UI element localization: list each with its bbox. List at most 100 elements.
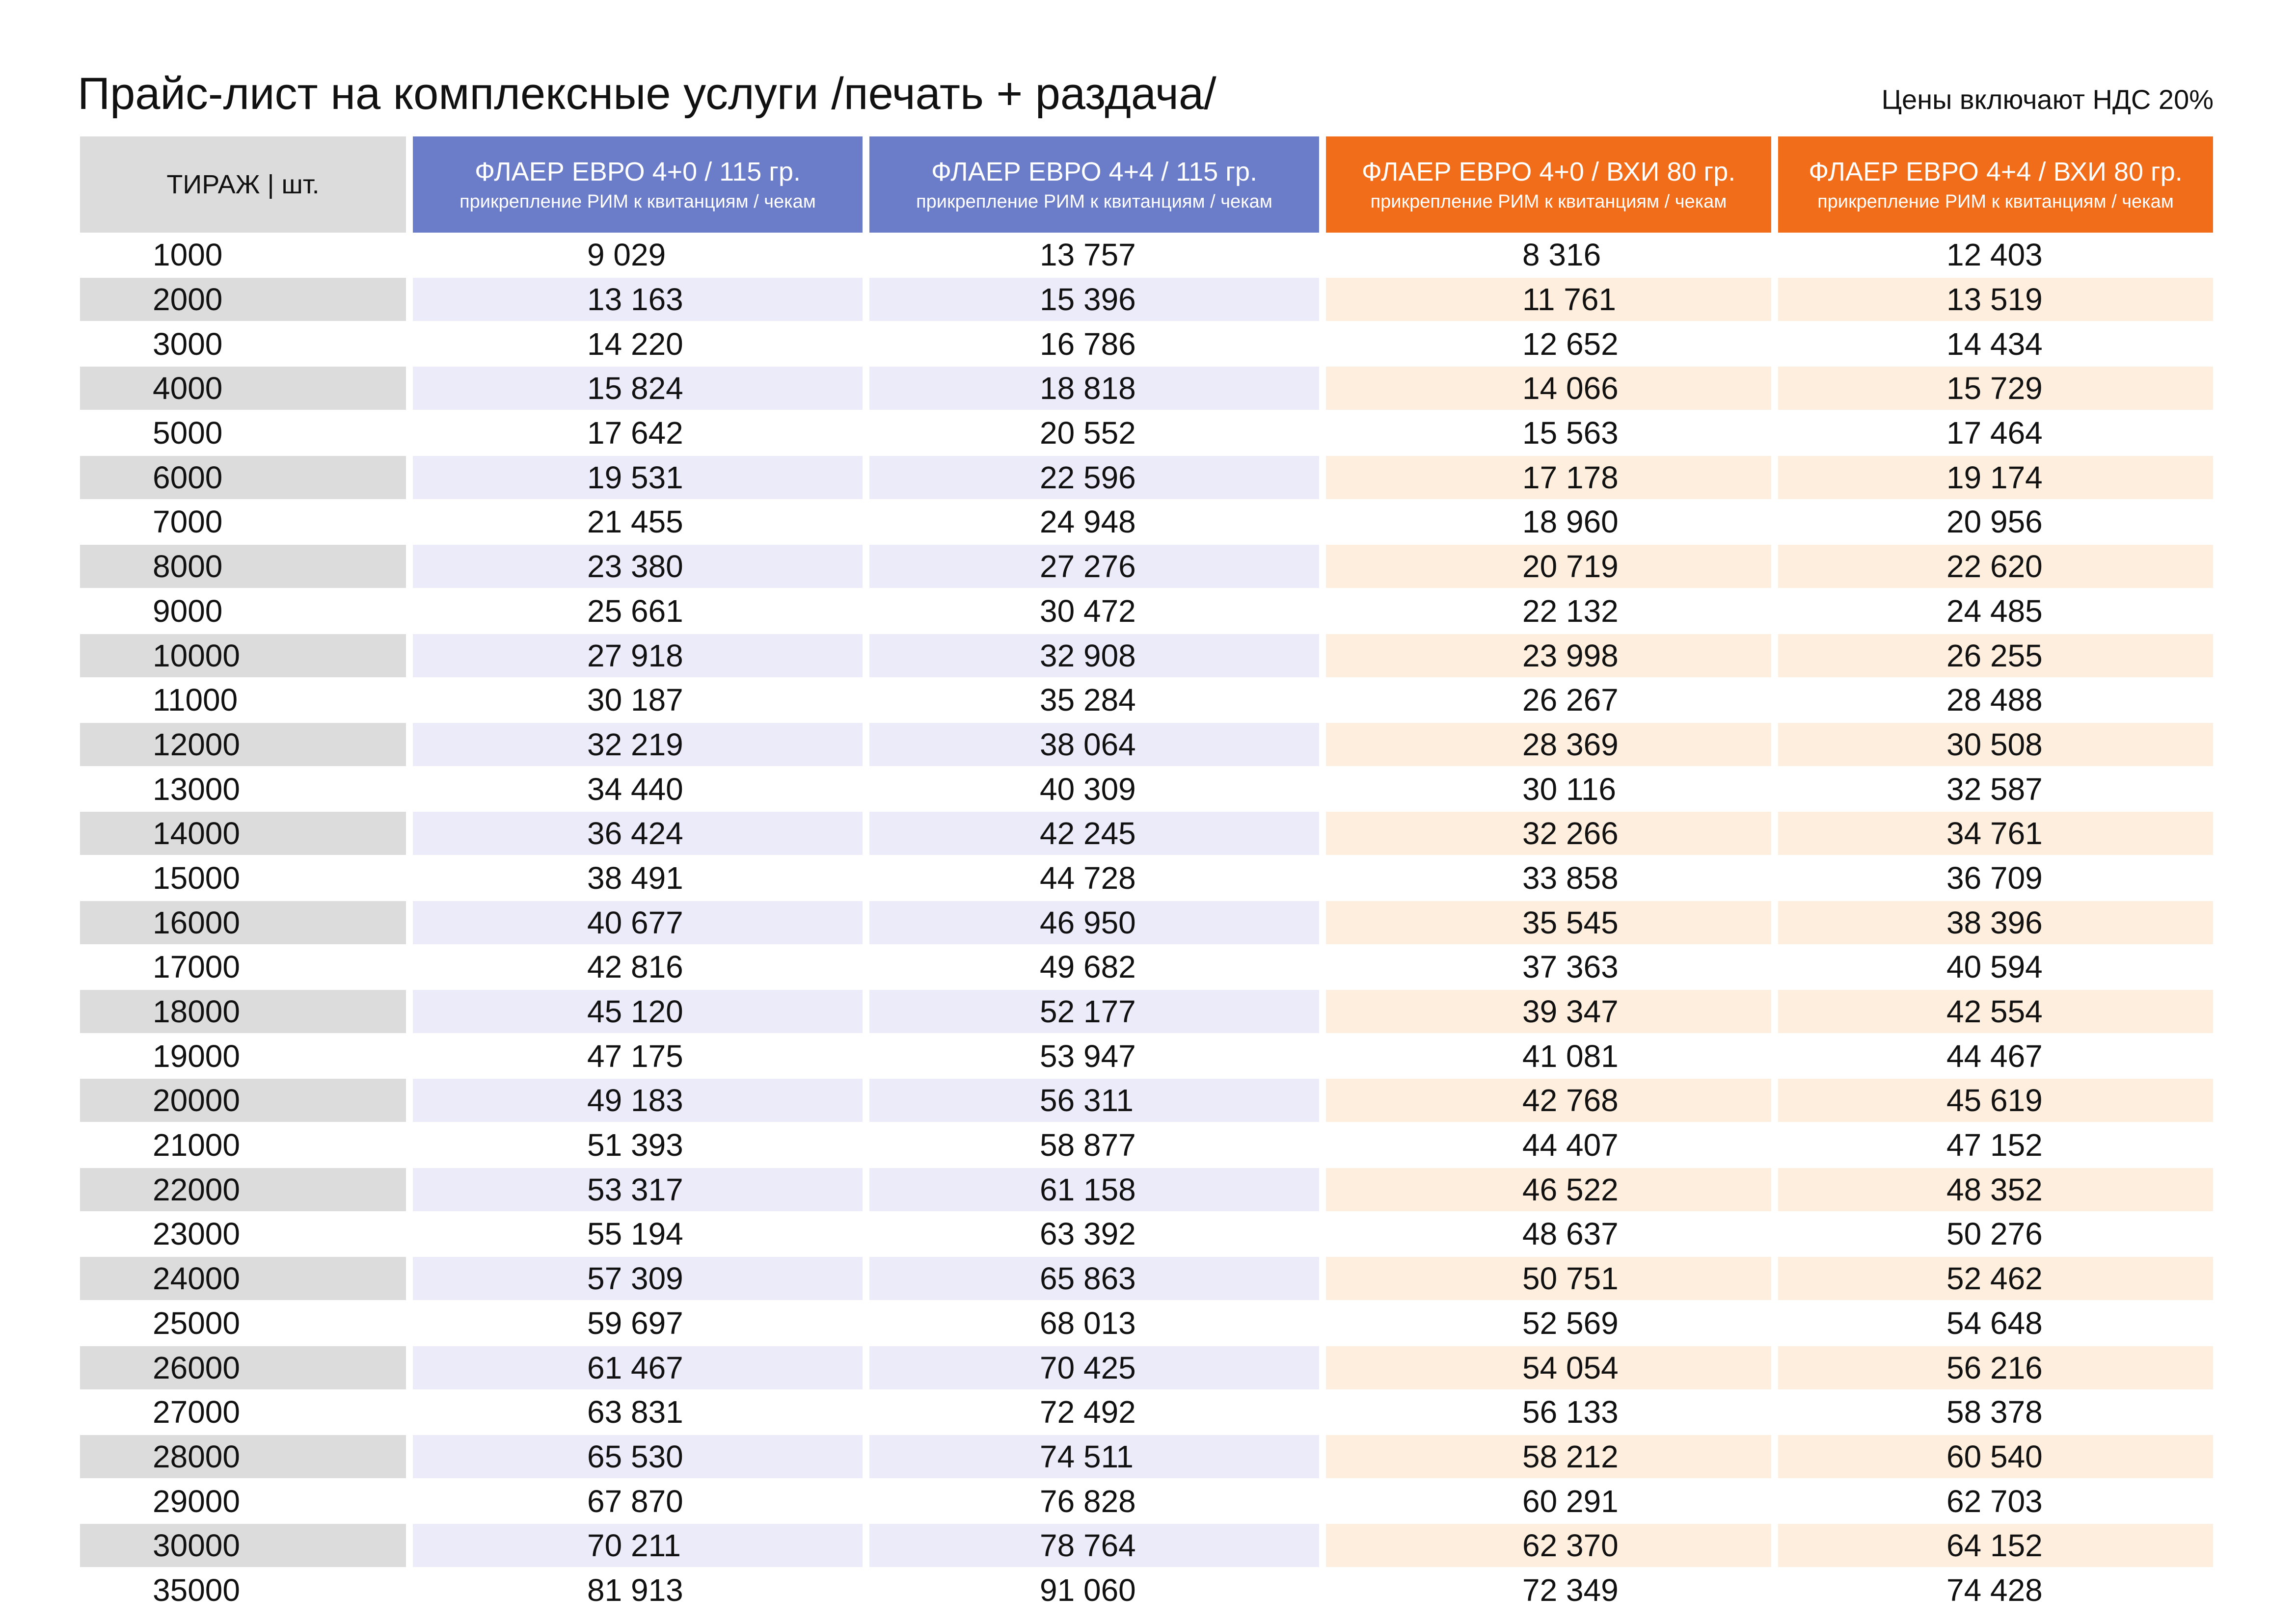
price-cell-flyer-4-0-vhi80: 42 768 [1323,1078,1775,1123]
price-cell-flyer-4-0-115: 14 220 [409,321,866,366]
quantity-cell: 29000 [80,1479,409,1523]
price-cell-flyer-4-4-vhi80: 50 276 [1775,1212,2216,1256]
price-cell-flyer-4-4-115: 56 311 [866,1078,1323,1123]
price-table-body: 1000 9 029 13 757 8 316 12 403 2000 13 163 15 3… [80,233,2216,1612]
cell-value: 28 369 [1326,722,1771,766]
cell-value: 72 492 [1040,1394,1136,1430]
cell-value: 14 066 [1326,367,1771,410]
table-row: 2000 13 163 15 396 11 761 13 519 [80,277,2216,322]
cell-value: 30 508 [1778,722,2213,766]
cell-value: 17000 [153,949,240,985]
cell-value: 33 858 [1522,860,1619,896]
price-cell-flyer-4-0-vhi80: 11 761 [1323,277,1775,322]
cell-value: 32 587 [1946,771,2043,807]
table-row: 22000 53 317 61 158 46 522 48 352 [80,1167,2216,1212]
cell-value: 76 828 [1040,1483,1136,1519]
price-cell-flyer-4-4-115: 72 492 [866,1390,1323,1435]
cell-value: 18 960 [1522,504,1619,540]
quantity-cell: 26000 [80,1345,409,1390]
cell-value: 55 194 [587,1216,683,1252]
price-cell-flyer-4-0-vhi80: 41 081 [1323,1034,1775,1078]
cell-value: 22 132 [1522,593,1619,629]
table-row: 28000 65 530 74 511 58 212 60 540 [80,1435,2216,1479]
price-cell-flyer-4-0-115: 13 163 [409,277,866,322]
price-cell-flyer-4-4-vhi80: 60 540 [1775,1435,2216,1479]
cell-value: 9000 [153,593,223,629]
table-row: 1000 9 029 13 757 8 316 12 403 [80,233,2216,277]
cell-value: 44 407 [1522,1127,1619,1163]
price-cell-flyer-4-0-vhi80: 62 370 [1323,1523,1775,1568]
cell-value: 27 276 [869,545,1319,588]
cell-value: 62 370 [1326,1524,1771,1568]
cell-value: 15 729 [1778,367,2213,410]
cell-value: 28 488 [1946,682,2043,718]
price-cell-flyer-4-0-115: 38 491 [409,856,866,901]
table-row: 20000 49 183 56 311 42 768 45 619 [80,1078,2216,1123]
price-cell-flyer-4-0-115: 27 918 [409,633,866,678]
price-cell-flyer-4-4-115: 63 392 [866,1212,1323,1256]
price-cell-flyer-4-4-vhi80: 28 488 [1775,678,2216,722]
cell-value: 8000 [80,545,406,588]
cell-value: 32 219 [413,722,863,766]
cell-value: 25 661 [587,593,683,629]
cell-value: 46 522 [1326,1168,1771,1211]
cell-value: 17 464 [1946,415,2043,451]
cell-value: 68 013 [1040,1305,1136,1341]
cell-value: 36 424 [413,812,863,855]
quantity-cell: 16000 [80,900,409,945]
quantity-cell: 3000 [80,321,409,366]
cell-value: 13 163 [413,278,863,321]
cell-value: 23 998 [1326,634,1771,677]
cell-value: 18 818 [869,367,1319,410]
table-row: 7000 21 455 24 948 18 960 20 956 [80,500,2216,544]
cell-value: 46 950 [869,901,1319,944]
cell-value: 27000 [153,1394,240,1430]
header-row: ТИРАЖ | шт. ФЛАЕР ЕВРО 4+0 / 115 гр. при… [80,136,2216,233]
cell-value: 48 637 [1522,1216,1619,1252]
cell-value: 41 081 [1522,1038,1619,1074]
cell-value: 40 309 [1040,771,1136,807]
price-cell-flyer-4-4-115: 52 177 [866,989,1323,1034]
price-cell-flyer-4-0-vhi80: 48 637 [1323,1212,1775,1256]
cell-value: 58 877 [1040,1127,1136,1163]
price-cell-flyer-4-4-vhi80: 20 956 [1775,500,2216,544]
cell-value: 38 064 [869,722,1319,766]
cell-value: 38 491 [587,860,683,896]
cell-value: 53 317 [413,1168,863,1211]
cell-value: 44 728 [1040,860,1136,896]
table-row: 9000 25 661 30 472 22 132 24 485 [80,589,2216,634]
quantity-cell: 20000 [80,1078,409,1123]
quantity-cell: 1000 [80,233,409,277]
page-title: Прайс-лист на комплексные услуги /печать… [78,69,1216,119]
table-row: 10000 27 918 32 908 23 998 26 255 [80,633,2216,678]
price-cell-flyer-4-4-115: 20 552 [866,411,1323,455]
cell-value: 50 276 [1946,1216,2043,1252]
price-cell-flyer-4-4-vhi80: 12 403 [1775,233,2216,277]
price-cell-flyer-4-4-vhi80: 13 519 [1775,277,2216,322]
table-row: 35000 81 913 91 060 72 349 74 428 [80,1568,2216,1613]
cell-value: 64 152 [1778,1524,2213,1568]
cell-value: 1000 [153,237,223,273]
cell-value: 30000 [80,1524,406,1568]
price-cell-flyer-4-4-vhi80: 24 485 [1775,589,2216,634]
cell-value: 2000 [80,278,406,321]
cell-value: 20 956 [1946,504,2043,540]
price-cell-flyer-4-4-115: 74 511 [866,1435,1323,1479]
cell-value: 18000 [80,990,406,1034]
price-cell-flyer-4-0-vhi80: 14 066 [1323,366,1775,411]
quantity-cell: 28000 [80,1435,409,1479]
price-cell-flyer-4-4-115: 32 908 [866,633,1323,678]
price-cell-flyer-4-4-vhi80: 26 255 [1775,633,2216,678]
cell-value: 72 349 [1522,1572,1619,1608]
price-cell-flyer-4-0-vhi80: 72 349 [1323,1568,1775,1613]
price-cell-flyer-4-0-115: 51 393 [409,1123,866,1168]
cell-value: 13000 [153,771,240,807]
cell-value: 24000 [80,1257,406,1301]
price-cell-flyer-4-0-115: 21 455 [409,500,866,544]
price-cell-flyer-4-0-vhi80: 28 369 [1323,722,1775,767]
cell-value: 13 757 [1040,237,1136,273]
cell-value: 54 054 [1326,1346,1771,1389]
price-cell-flyer-4-4-vhi80: 47 152 [1775,1123,2216,1168]
price-cell-flyer-4-4-vhi80: 19 174 [1775,455,2216,500]
quantity-cell: 5000 [80,411,409,455]
